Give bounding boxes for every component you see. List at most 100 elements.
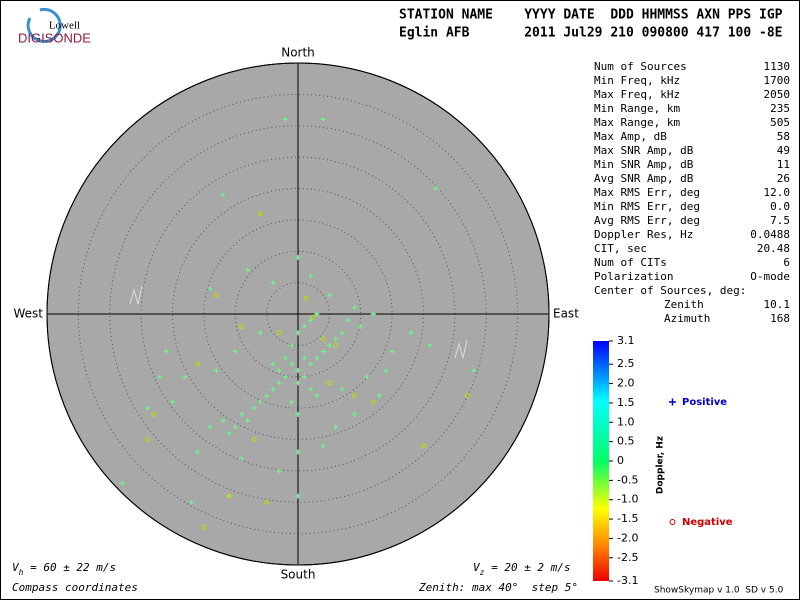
source-plus [239, 455, 245, 461]
colorbar-tick-label: -2.5 [617, 551, 638, 564]
vz-symbol: V [473, 561, 481, 574]
header-line: Eglin AFB 2011 Jul29 210 090800 417 100 … [399, 26, 783, 41]
colorbar-tick-label: 1.0 [617, 415, 635, 428]
source-plus [314, 393, 320, 399]
colorbar-tick-label: 0.5 [617, 435, 635, 448]
colorbar-label: Doppler, Hz [656, 436, 666, 494]
source-plus [232, 424, 238, 430]
source-plus [295, 380, 301, 386]
stat-label: Min Range, km [594, 102, 680, 115]
stat-value: 0.0 [770, 200, 790, 213]
source-plus [289, 361, 295, 367]
stat-label: Center of Sources, deg: [594, 284, 746, 297]
colorbar-tick-label: -3.1 [617, 574, 638, 587]
stat-label: CIT, sec [594, 242, 647, 255]
source-plus [282, 116, 288, 122]
source-plus [170, 399, 175, 405]
source-plus [308, 317, 314, 323]
source-plus [282, 374, 288, 380]
source-circle [226, 493, 232, 499]
source-plus [245, 267, 251, 273]
stat-label: Avg RMS Err, deg [594, 214, 700, 227]
source-circle [310, 314, 316, 320]
stat-value: 1700 [764, 74, 791, 87]
source-plus [232, 349, 238, 355]
stat-label: Polarization [594, 270, 673, 283]
source-plus [326, 292, 332, 298]
source-plus [320, 349, 326, 355]
colorbar-tick-label: -1.5 [617, 512, 638, 525]
source-plus [182, 374, 188, 380]
source-plus [408, 330, 414, 336]
vz: Vz = 20 ± 2 m/s [473, 561, 571, 577]
source-circle [195, 361, 201, 367]
source-circle [421, 443, 426, 449]
stat-value: 1130 [764, 60, 791, 73]
source-plus [301, 355, 307, 361]
vz-sub: z [480, 568, 485, 577]
source-plus [295, 493, 301, 499]
source-plus [276, 380, 282, 386]
vh: Vh = 60 ± 22 m/s [12, 561, 116, 577]
source-plus [213, 367, 219, 373]
stat-label: Num of Sources [594, 60, 687, 73]
source-plus [295, 449, 301, 455]
source-circle [326, 380, 332, 386]
legend-marker [669, 519, 676, 525]
source-plus [163, 349, 169, 355]
source-circle [144, 437, 150, 442]
stat-label: Max SNR Amp, dB [594, 144, 694, 157]
source-circle [213, 292, 219, 298]
stat-label: Num of CITs [594, 256, 667, 269]
vh-symbol: V [12, 561, 20, 574]
source-plus [471, 367, 477, 373]
source-plus [377, 393, 383, 399]
source-circle [201, 524, 207, 530]
stat-value: 168 [770, 312, 790, 325]
stat-value: 0.0488 [750, 228, 790, 241]
source-plus [257, 399, 263, 405]
stat-label: Max Range, km [594, 116, 680, 129]
stat-value: 7.5 [770, 214, 790, 227]
source-plus [220, 192, 226, 198]
logo-arc [26, 7, 62, 43]
source-circle [151, 411, 157, 417]
vz-text: = 20 ± 2 m/s [484, 561, 570, 574]
stat-value: O-mode [750, 270, 790, 283]
source-plus [251, 405, 257, 411]
source-plus [333, 424, 339, 430]
colorbar-tick-label: 1.5 [617, 396, 635, 409]
stat-label: Avg SNR Amp, dB [594, 172, 694, 185]
source-plus [320, 116, 326, 122]
colorbar-tick-label: -1.0 [617, 493, 638, 506]
source-circle [333, 342, 339, 348]
coords: Compass coordinates [12, 581, 138, 594]
source-plus [351, 411, 357, 417]
logo-top: Lowell [49, 20, 80, 32]
stat-value: 20.48 [757, 242, 790, 255]
source-circle [320, 336, 326, 342]
source-plus [270, 280, 276, 286]
stat-value: 12.0 [764, 186, 791, 199]
source-plus [351, 305, 357, 311]
stat-value: 505 [770, 116, 790, 129]
source-circle [370, 399, 376, 405]
stat-value: 235 [770, 102, 790, 115]
colorbar-tick-label: 2.5 [617, 357, 635, 370]
source-plus [383, 367, 389, 373]
stat-value: 26 [777, 172, 790, 185]
source-circle [464, 393, 470, 399]
source-plus [289, 342, 295, 348]
stat-value: 6 [783, 256, 790, 269]
source-plus [295, 330, 301, 336]
source-plus [270, 386, 276, 392]
velocity-mark [129, 285, 143, 305]
colorbar [593, 341, 609, 581]
colorbar-tick-label: 0 [617, 454, 624, 467]
direction-label: East [553, 307, 579, 321]
stat-label: Min SNR Amp, dB [594, 158, 694, 171]
colorbar-tick-label: 2.0 [617, 377, 635, 390]
source-plus [364, 374, 370, 380]
source-plus [226, 430, 232, 436]
